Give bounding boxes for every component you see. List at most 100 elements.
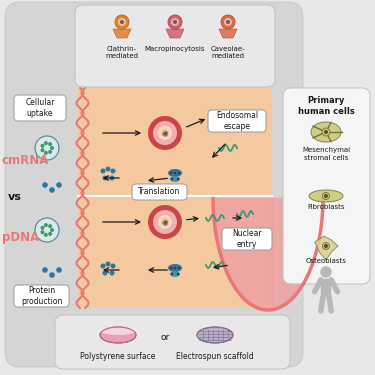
FancyBboxPatch shape <box>78 88 272 308</box>
Ellipse shape <box>311 122 341 142</box>
Circle shape <box>171 18 179 26</box>
Text: Protein
production: Protein production <box>21 286 62 306</box>
Circle shape <box>177 273 179 275</box>
Circle shape <box>148 205 182 239</box>
Text: Endosomal
escape: Endosomal escape <box>216 111 258 131</box>
Text: Macropinocytosis: Macropinocytosis <box>145 46 205 52</box>
Circle shape <box>174 172 176 174</box>
Circle shape <box>173 20 177 24</box>
Text: Caveolae-
mediated: Caveolae- mediated <box>211 46 245 60</box>
Text: Cellular
uptake: Cellular uptake <box>25 98 55 118</box>
Circle shape <box>322 128 330 136</box>
Circle shape <box>322 243 330 249</box>
Circle shape <box>115 15 129 29</box>
FancyBboxPatch shape <box>75 5 275 87</box>
Ellipse shape <box>168 169 182 177</box>
Circle shape <box>44 233 48 237</box>
Circle shape <box>111 168 116 174</box>
Circle shape <box>226 20 230 24</box>
Circle shape <box>100 168 105 174</box>
Text: pDNA: pDNA <box>2 231 39 244</box>
FancyBboxPatch shape <box>222 228 272 250</box>
Circle shape <box>178 172 180 174</box>
Circle shape <box>153 121 177 145</box>
Circle shape <box>105 166 111 171</box>
Circle shape <box>171 273 173 275</box>
Circle shape <box>221 15 235 29</box>
Circle shape <box>40 230 45 234</box>
Circle shape <box>105 261 111 267</box>
Text: cmRNA: cmRNA <box>2 153 50 166</box>
Circle shape <box>40 226 45 230</box>
Circle shape <box>56 182 62 188</box>
Polygon shape <box>315 236 338 260</box>
FancyBboxPatch shape <box>208 110 266 132</box>
Text: Electrospun scaffold: Electrospun scaffold <box>176 352 254 361</box>
Circle shape <box>161 129 169 137</box>
Circle shape <box>35 136 59 160</box>
Polygon shape <box>219 29 237 38</box>
Circle shape <box>168 15 182 29</box>
FancyBboxPatch shape <box>321 279 331 297</box>
Circle shape <box>110 270 114 276</box>
Circle shape <box>171 178 173 180</box>
Ellipse shape <box>309 190 343 202</box>
FancyBboxPatch shape <box>5 2 303 367</box>
Circle shape <box>48 232 52 236</box>
Text: Primary
human cells: Primary human cells <box>298 96 354 116</box>
Circle shape <box>170 267 172 269</box>
Circle shape <box>158 126 172 140</box>
Circle shape <box>120 20 124 24</box>
Ellipse shape <box>100 327 136 335</box>
Text: Osteoblasts: Osteoblasts <box>306 258 347 264</box>
Text: Clathrin-
mediated: Clathrin- mediated <box>105 46 138 60</box>
Circle shape <box>148 116 182 150</box>
Circle shape <box>111 264 116 268</box>
FancyBboxPatch shape <box>55 315 290 369</box>
Circle shape <box>324 244 328 248</box>
Circle shape <box>42 182 48 188</box>
Circle shape <box>320 266 332 278</box>
Text: Mesenchymal
stromal cells: Mesenchymal stromal cells <box>302 147 350 160</box>
Circle shape <box>161 218 169 226</box>
Ellipse shape <box>100 327 136 343</box>
Text: Translation: Translation <box>138 188 181 196</box>
Text: Fibroblasts: Fibroblasts <box>307 204 345 210</box>
Polygon shape <box>166 29 184 38</box>
Circle shape <box>324 194 328 198</box>
FancyBboxPatch shape <box>14 95 66 121</box>
Circle shape <box>158 215 172 229</box>
Circle shape <box>40 148 45 152</box>
Circle shape <box>174 267 176 269</box>
Text: Nuclear
entry: Nuclear entry <box>232 229 262 249</box>
Circle shape <box>49 187 55 193</box>
Circle shape <box>44 151 48 155</box>
Text: vs: vs <box>8 192 22 202</box>
Circle shape <box>100 264 105 268</box>
Circle shape <box>48 150 52 154</box>
Text: Polystyrene surface: Polystyrene surface <box>80 352 156 361</box>
Circle shape <box>35 218 59 242</box>
Circle shape <box>48 224 52 228</box>
Ellipse shape <box>197 327 233 343</box>
FancyBboxPatch shape <box>14 285 69 307</box>
Circle shape <box>50 228 54 232</box>
Circle shape <box>42 267 48 273</box>
FancyBboxPatch shape <box>132 184 187 200</box>
Circle shape <box>50 146 54 150</box>
Circle shape <box>118 18 126 26</box>
Circle shape <box>224 18 232 26</box>
Circle shape <box>177 178 179 180</box>
FancyBboxPatch shape <box>283 88 370 284</box>
Circle shape <box>324 130 328 134</box>
Ellipse shape <box>170 271 180 277</box>
Text: or: or <box>160 333 170 342</box>
Polygon shape <box>113 29 131 38</box>
Ellipse shape <box>170 176 180 182</box>
Circle shape <box>44 141 48 145</box>
Circle shape <box>44 223 48 227</box>
Circle shape <box>110 176 114 180</box>
Circle shape <box>170 172 172 174</box>
Circle shape <box>153 210 177 234</box>
Ellipse shape <box>168 264 182 272</box>
